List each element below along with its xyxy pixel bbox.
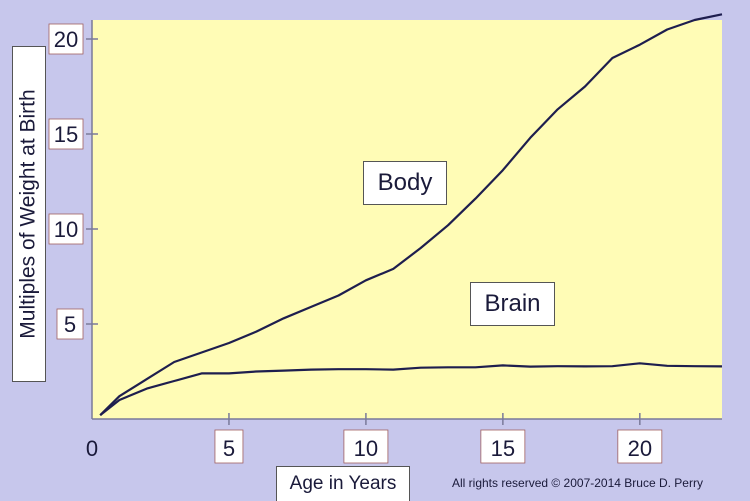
x-tick-box — [343, 429, 389, 464]
y-tick-box — [48, 23, 84, 55]
y-tick-box — [56, 308, 84, 340]
series-label-body: Body — [363, 161, 447, 205]
plot-area — [92, 20, 722, 419]
x-tick-label: 0 — [86, 436, 98, 461]
y-tick-label: 15 — [54, 122, 78, 147]
x-tick-label: 5 — [223, 436, 235, 461]
x-tick-label: 10 — [354, 436, 378, 461]
x-tick-box — [480, 429, 526, 464]
series-line-brain — [99, 362, 723, 417]
y-tick-box — [48, 213, 84, 245]
copyright-notice: All rights reserved © 2007-2014 Bruce D.… — [452, 476, 703, 490]
x-tick-label: 15 — [491, 436, 515, 461]
series-label-brain: Brain — [470, 282, 555, 326]
y-axis-label: Multiples of Weight at Birth — [12, 46, 46, 382]
x-tick-box — [617, 429, 663, 464]
y-tick-box — [48, 118, 84, 150]
y-tick-label: 5 — [64, 312, 76, 337]
y-tick-label: 10 — [54, 217, 78, 242]
x-tick-box — [214, 429, 244, 464]
y-tick-label: 20 — [54, 27, 78, 52]
x-axis-label: Age in Years — [276, 466, 410, 501]
x-tick-label: 20 — [628, 436, 652, 461]
series-line-body — [99, 13, 723, 416]
